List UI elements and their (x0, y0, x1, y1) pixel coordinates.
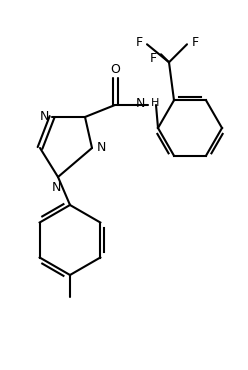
Text: N: N (51, 181, 61, 194)
Text: N: N (39, 110, 49, 122)
Text: N: N (136, 97, 145, 110)
Text: F: F (135, 36, 143, 49)
Text: F: F (191, 36, 199, 49)
Text: F: F (150, 52, 156, 65)
Text: H: H (151, 98, 159, 108)
Text: O: O (110, 63, 120, 75)
Text: N: N (96, 141, 106, 154)
